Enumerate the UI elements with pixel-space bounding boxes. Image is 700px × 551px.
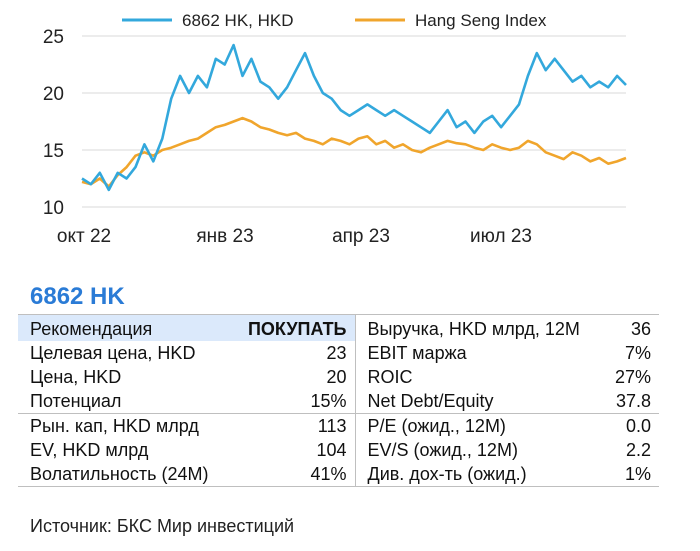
table-row: Рын. кап, HKD млрд 113 P/E (ожид., 12M) … <box>18 413 659 438</box>
metric-label: Див. дох-ть (ожид.) <box>354 462 579 487</box>
y-tick-label: 20 <box>43 84 64 105</box>
metric-label: Потенциал <box>18 389 208 414</box>
x-tick-label: окт 22 <box>57 226 111 247</box>
metric-label: Волатильность (24М) <box>18 462 209 487</box>
metric-value: 2.2 <box>625 440 651 460</box>
price-chart: 6862 HK, HKD Hang Seng Index 10 15 20 25 ок… <box>43 11 627 247</box>
metric-value: 7% <box>624 343 651 363</box>
metric-value: 27% <box>614 367 651 387</box>
metric-label: Net Debt/Equity <box>354 389 579 414</box>
legend-label-index: Hang Seng Index <box>415 11 547 30</box>
metric-value: 23 <box>326 343 347 363</box>
x-tick-label: янв 23 <box>196 226 253 247</box>
metric-label: EBIT маржа <box>354 341 579 365</box>
chart-legend: 6862 HK, HKD Hang Seng Index <box>122 11 547 30</box>
table-row: Рекомендация ПОКУПАТЬ Выручка, HKD млрд,… <box>18 314 659 341</box>
table-row: Волатильность (24М) 41% Див. дох-ть (ожи… <box>18 462 659 487</box>
source-note: Источник: БКС Мир инвестиций <box>30 516 295 536</box>
metrics-table: Рекомендация ПОКУПАТЬ Выручка, HKD млрд,… <box>18 314 659 487</box>
table-row: EV, HKD млрд 104 EV/S (ожид., 12M) 2.2 <box>18 438 659 462</box>
metric-label: Выручка, HKD млрд, 12M <box>354 314 580 341</box>
series-line-index <box>81 116 627 188</box>
metric-label: Рекомендация <box>18 314 208 341</box>
legend-label-stock: 6862 HK, HKD <box>182 11 294 30</box>
metric-value: 20 <box>326 367 347 387</box>
table-row: Цена, HKD 20 ROIC 27% <box>18 365 659 389</box>
metric-value: 36 <box>579 314 659 341</box>
metric-label: Цена, HKD <box>30 367 122 387</box>
metric-value: 41% <box>208 462 355 487</box>
recommendation-value: ПОКУПАТЬ <box>208 314 355 341</box>
y-tick-label: 25 <box>43 27 64 48</box>
metric-value: 1% <box>579 462 659 487</box>
metric-value: 113 <box>317 416 347 436</box>
metric-value: 104 <box>316 440 347 460</box>
metric-label: EV, HKD млрд <box>30 440 149 460</box>
series-line-stock <box>81 43 627 192</box>
table-row: Потенциал 15% Net Debt/Equity 37.8 <box>18 389 659 414</box>
metric-value: 37.8 <box>579 389 659 414</box>
metric-label: Целевая цена, HKD <box>30 343 196 363</box>
x-tick-label: июл 23 <box>470 226 532 247</box>
metric-value: 15% <box>208 389 355 414</box>
metric-label: Рын. кап, HKD млрд <box>30 416 199 436</box>
x-tick-label: апр 23 <box>332 226 390 247</box>
metric-label: ROIC <box>354 365 579 389</box>
metric-label: P/E (ожид., 12M) <box>354 413 579 438</box>
y-tick-label: 10 <box>43 198 64 219</box>
table-row: Целевая цена, HKD 23 EBIT маржа 7% <box>18 341 659 365</box>
y-tick-label: 15 <box>43 141 64 162</box>
metric-label: EV/S (ожид., 12M) <box>354 438 579 462</box>
metric-value: 0.0 <box>625 416 651 436</box>
ticker-heading: 6862 HK <box>30 283 125 310</box>
